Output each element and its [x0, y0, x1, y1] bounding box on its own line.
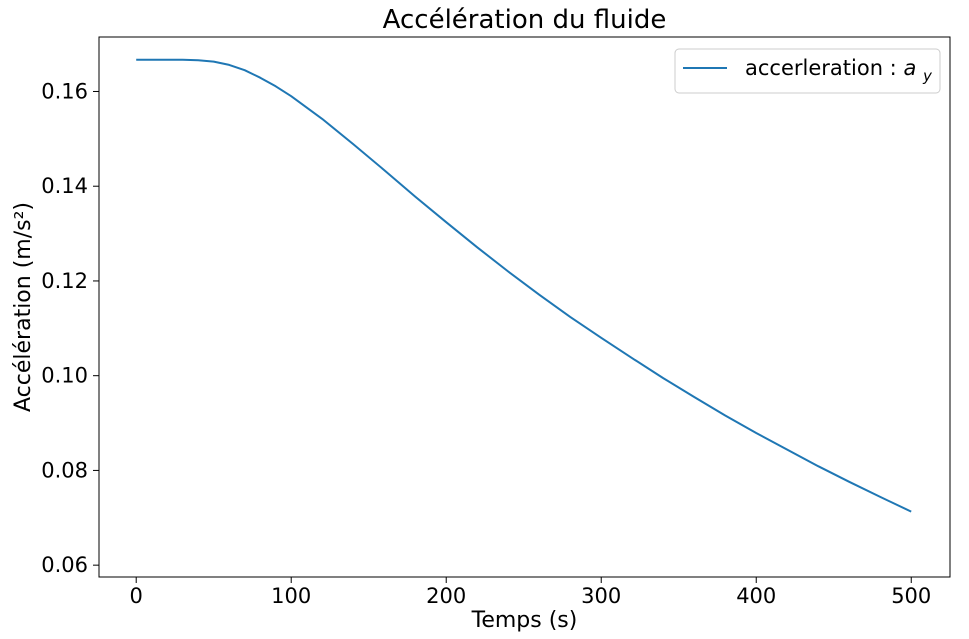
y-tick-label: 0.10 — [41, 364, 88, 388]
y-tick-label: 0.08 — [41, 458, 88, 482]
x-tick-label: 500 — [891, 584, 931, 608]
legend-label-math-base: a — [903, 56, 916, 80]
plot-area: 0 100 200 300 400 500 0.06 0.08 0.10 0.12 0.14 0.16 — [41, 36, 951, 608]
y-tick-label: 0.14 — [41, 174, 88, 198]
x-tick-label: 400 — [736, 584, 776, 608]
legend-label: accerleration : a y — [745, 56, 933, 85]
axes-frame — [98, 36, 951, 578]
y-tick-label: 0.16 — [41, 79, 88, 103]
x-axis-label: Temps (s) — [471, 608, 578, 633]
series-line-0 — [136, 58, 912, 513]
chart-title: Accélération du fluide — [383, 5, 667, 35]
x-tick-label: 0 — [130, 584, 143, 608]
x-tick-label: 300 — [581, 584, 621, 608]
y-tick-label: 0.12 — [41, 269, 88, 293]
legend-label-math-sub: y — [922, 67, 933, 85]
y-tick-label: 0.06 — [41, 553, 88, 577]
legend: accerleration : a y — [674, 48, 941, 94]
x-tick-label: 200 — [426, 584, 466, 608]
y-axis-label: Accélération (m/s²) — [11, 202, 36, 412]
legend-frame — [674, 48, 941, 94]
x-tick-label: 100 — [271, 584, 311, 608]
legend-label-text: accerleration : — [745, 56, 897, 80]
